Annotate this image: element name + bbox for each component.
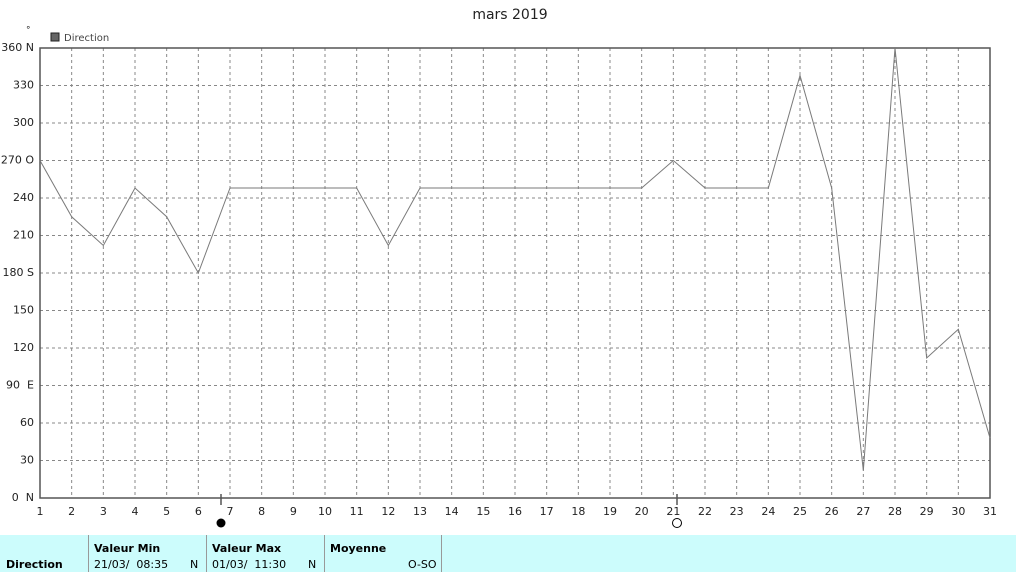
column-header: Valeur Min — [94, 542, 161, 555]
cell-dir: O-SO — [408, 558, 437, 571]
x-tick-label: 19 — [603, 505, 617, 518]
y-tick-label: 210 — [13, 229, 34, 242]
x-tick-label: 30 — [951, 505, 965, 518]
x-tick-label: 17 — [540, 505, 554, 518]
x-tick-label: 7 — [227, 505, 234, 518]
x-tick-label: 24 — [761, 505, 775, 518]
x-tick-label: 5 — [163, 505, 170, 518]
y-tick-label: 90 E — [6, 379, 34, 392]
y-tick-label: 0 N — [12, 491, 34, 504]
cell-date: 01/03/ 11:30 — [212, 558, 287, 571]
x-tick-label: 23 — [730, 505, 744, 518]
legend-label: Direction — [64, 33, 109, 44]
x-tick-label: 13 — [413, 505, 427, 518]
x-tick-label: 16 — [508, 505, 522, 518]
new-moon-icon — [672, 518, 682, 528]
chart-title: mars 2019 — [472, 7, 547, 23]
y-tick-label: 60 — [20, 416, 34, 429]
x-tick-label: 11 — [350, 505, 364, 518]
x-tick-label: 25 — [793, 505, 807, 518]
x-tick-label: 31 — [983, 505, 997, 518]
x-tick-label: 27 — [856, 505, 870, 518]
y-tick-label: 150 — [13, 304, 34, 317]
y-unit: ° — [26, 26, 31, 36]
cell-border — [206, 535, 207, 572]
full-moon-icon — [216, 518, 226, 528]
x-tick-label: 15 — [476, 505, 490, 518]
x-tick-label: 29 — [920, 505, 934, 518]
x-tick-label: 2 — [68, 505, 75, 518]
cell-border — [324, 535, 325, 572]
y-tick-label: 300 — [13, 116, 34, 129]
y-tick-label: 180 S — [3, 266, 34, 279]
cell-border — [88, 535, 89, 572]
plot-border — [39, 47, 991, 499]
column-header: Valeur Max — [212, 542, 282, 555]
cell-dir: N — [190, 558, 199, 571]
x-tick-label: 9 — [290, 505, 297, 518]
x-tick-label: 10 — [318, 505, 332, 518]
x-tick-label: 1 — [37, 505, 44, 518]
x-tick-label: 21 — [666, 505, 680, 518]
x-tick-label: 6 — [195, 505, 202, 518]
y-tick-label: 240 — [13, 191, 34, 204]
x-tick-label: 22 — [698, 505, 712, 518]
x-tick-label: 20 — [635, 505, 649, 518]
legend-swatch — [50, 32, 60, 42]
x-tick-label: 26 — [825, 505, 839, 518]
y-tick-label: 360 N — [1, 41, 34, 54]
x-tick-label: 4 — [132, 505, 139, 518]
summary-table: Direction Valeur Min 21/03/ 08:35 N Vale… — [0, 535, 1016, 572]
x-tick-label: 3 — [100, 505, 107, 518]
y-tick-label: 330 — [13, 79, 34, 92]
row-label: Direction — [6, 558, 63, 571]
x-tick-label: 28 — [888, 505, 902, 518]
x-tick-label: 14 — [445, 505, 459, 518]
y-tick-label: 30 — [20, 454, 34, 467]
x-tick-label: 8 — [258, 505, 265, 518]
x-tick-label: 18 — [571, 505, 585, 518]
cell-dir: N — [308, 558, 317, 571]
column-header: Moyenne — [330, 542, 387, 555]
y-tick-label: 270 O — [1, 154, 34, 167]
x-tick-label: 12 — [381, 505, 395, 518]
cell-date: 21/03/ 08:35 — [94, 558, 169, 571]
cell-border — [441, 535, 442, 572]
y-tick-label: 120 — [13, 341, 34, 354]
data-line — [39, 47, 991, 471]
